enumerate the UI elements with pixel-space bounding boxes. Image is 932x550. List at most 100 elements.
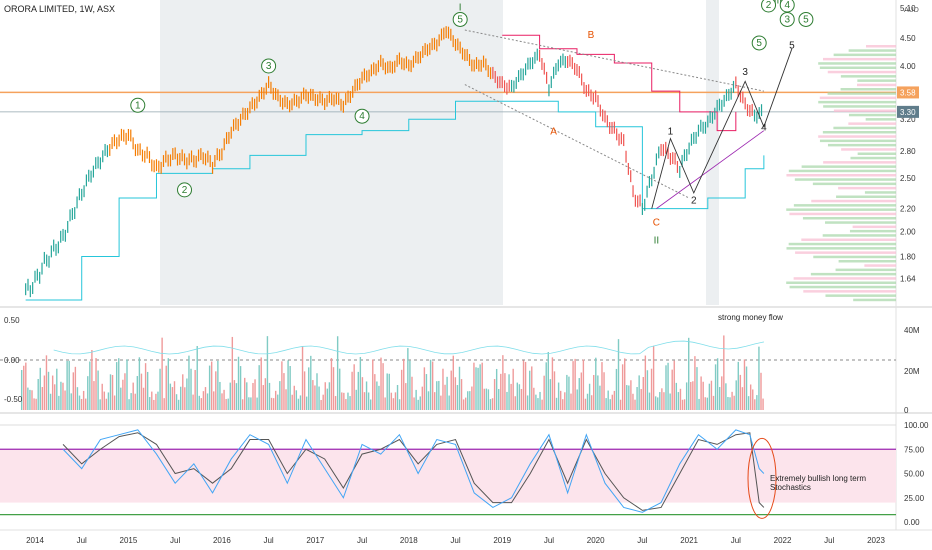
volume-bar <box>283 373 285 410</box>
volume-bar <box>223 389 225 410</box>
volume-profile-bar <box>793 204 896 207</box>
wave-label-circle <box>751 35 767 51</box>
stochastic-panel <box>0 424 896 519</box>
volume-bar <box>636 387 638 410</box>
volume-bar <box>87 376 89 410</box>
volume-bar <box>144 363 147 410</box>
volume-bar <box>128 399 130 410</box>
volume-bar <box>749 384 752 410</box>
volume-bar <box>295 390 298 410</box>
price-tick-label: 3.20 <box>900 115 916 124</box>
volume-bar <box>173 381 176 410</box>
volume-bar <box>605 398 607 410</box>
volume-bar <box>473 362 475 410</box>
volume-bar <box>607 390 609 410</box>
stoch-tick-label: 25.00 <box>904 494 925 503</box>
volume-profile-bar <box>857 79 896 82</box>
volume-bar <box>553 371 556 410</box>
volume-profile-bar <box>801 238 896 241</box>
volume-bar <box>165 365 167 410</box>
volume-profile-bar <box>866 45 896 48</box>
volume-bar <box>667 362 669 410</box>
volume-bar <box>260 357 262 410</box>
volume-bar <box>27 387 29 410</box>
volume-bar <box>270 397 273 410</box>
volume-bar <box>322 394 324 410</box>
volume-bar <box>520 388 523 410</box>
volume-bar <box>650 368 653 410</box>
volume-bar <box>409 360 411 410</box>
price-tick-label: 1.64 <box>900 275 916 284</box>
stoch-tick-label: 50.00 <box>904 470 925 479</box>
volume-bar <box>258 365 260 410</box>
volume-bar <box>388 373 390 410</box>
volume-bar <box>601 362 603 410</box>
volume-bar <box>380 357 382 410</box>
volume-bar <box>159 368 161 410</box>
volume-bar <box>91 349 93 410</box>
volume-bar <box>611 394 614 410</box>
x-tick-label: Jul <box>637 536 647 545</box>
volume-bar <box>578 378 580 410</box>
volume-profile-bar <box>822 234 896 237</box>
volume-bar <box>450 370 452 410</box>
wave-label: 4 <box>761 123 767 134</box>
volume-bar <box>593 375 595 410</box>
volume-profile-bar <box>825 294 896 297</box>
volume-profile-bar <box>789 212 896 216</box>
volume-bar <box>729 397 731 410</box>
volume-profile-bar <box>822 131 896 134</box>
volume-bar <box>85 398 87 410</box>
volume-bar <box>632 393 634 410</box>
volume-bar <box>512 368 514 410</box>
wave-label-circle <box>761 0 777 13</box>
volume-profile-bar <box>818 135 896 138</box>
volume-bar <box>663 392 665 410</box>
stoch-band <box>0 449 896 503</box>
volume-bar <box>140 373 143 410</box>
volume-profile-bar <box>786 281 896 284</box>
volume-bar <box>151 391 153 410</box>
volume-bar <box>562 399 564 410</box>
volume-profile-bar <box>823 105 896 108</box>
volume-bar <box>747 396 750 410</box>
volume-bar <box>341 392 343 410</box>
volume-bar <box>49 393 52 410</box>
stoch-tick-label: 0.00 <box>904 518 920 527</box>
volume-bar <box>539 391 541 410</box>
wave-label: 3 <box>784 14 790 25</box>
volume-bar <box>425 374 428 410</box>
wave-label-circle <box>452 11 468 27</box>
volume-bar <box>72 372 75 410</box>
volume-bar <box>239 366 242 410</box>
volume-bar <box>363 392 366 410</box>
volume-bar <box>60 381 62 410</box>
volume-bar <box>74 366 77 410</box>
volume-bar <box>483 388 485 410</box>
volume-bar <box>198 395 200 410</box>
volume-bar <box>671 369 673 410</box>
volume-bar <box>700 376 702 410</box>
volume-bar <box>609 399 611 410</box>
trailing-stop-line <box>25 100 765 301</box>
wave-label: 3 <box>742 67 748 78</box>
volume-bar <box>518 384 521 410</box>
volume-bar <box>246 382 248 410</box>
volume-bar <box>696 367 698 410</box>
volume-bar <box>136 376 139 410</box>
volume-profile-bar <box>810 272 896 276</box>
volume-bar <box>281 361 283 410</box>
volume-profile-bar <box>786 208 896 211</box>
volume-bar <box>378 385 380 410</box>
volume-profile-bar <box>840 75 896 78</box>
volume-bar <box>330 358 333 410</box>
x-tick-label: 2016 <box>213 536 231 545</box>
volume-bar <box>491 398 494 410</box>
volume-bar <box>56 368 58 410</box>
volume-bar <box>549 379 552 410</box>
volume-profile-bar <box>801 165 896 168</box>
volume-bar <box>675 382 678 410</box>
wave-label: 5 <box>756 38 762 49</box>
volume-profile-bar <box>857 152 896 155</box>
